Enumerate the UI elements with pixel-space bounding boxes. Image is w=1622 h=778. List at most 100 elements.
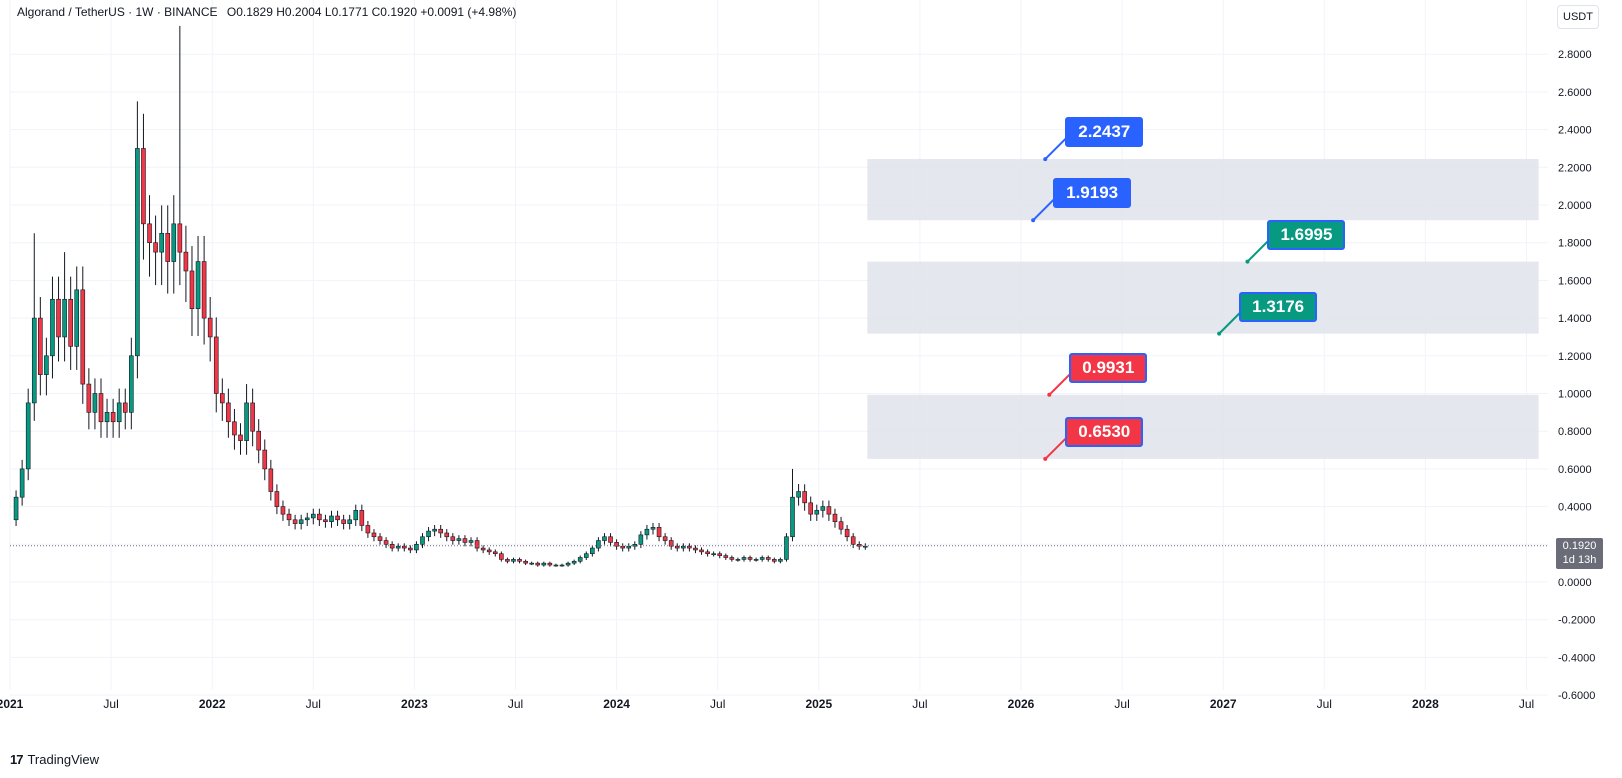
callout-pointer <box>1246 238 1271 263</box>
candle <box>317 508 322 527</box>
candle <box>335 510 340 527</box>
candle-body <box>784 536 789 560</box>
candle <box>62 252 67 362</box>
target-zone-2 <box>867 261 1539 334</box>
candle <box>826 500 832 521</box>
callout-pointer <box>1048 372 1073 396</box>
candle-body <box>820 506 826 511</box>
candle <box>796 483 801 506</box>
candle <box>711 551 716 557</box>
candle-body <box>838 521 844 530</box>
candle <box>195 235 201 337</box>
candle-body <box>116 402 122 423</box>
candle-body <box>523 560 528 564</box>
candle <box>244 384 249 455</box>
x-tick-label: 2027 <box>1210 697 1237 711</box>
candle-body <box>86 383 92 413</box>
candle-body <box>450 536 456 541</box>
candle-body <box>389 543 395 549</box>
candle-body <box>608 536 613 543</box>
candle <box>323 514 328 528</box>
candle <box>238 423 243 455</box>
candle <box>480 545 486 554</box>
candle-body <box>844 528 850 538</box>
candle-body <box>499 553 504 560</box>
candle-body <box>395 545 401 549</box>
candle <box>517 557 522 564</box>
x-tick-label: 2026 <box>1008 697 1035 711</box>
candle <box>693 545 698 554</box>
candle-body <box>814 510 820 515</box>
candle <box>341 514 346 530</box>
candle-body <box>135 148 140 357</box>
candle <box>401 543 407 552</box>
target-zone-1 <box>867 159 1539 221</box>
candle <box>201 235 207 345</box>
price-callout[interactable]: 1.9193 <box>1053 178 1132 209</box>
candle-body <box>747 557 753 560</box>
candle-body <box>177 223 183 253</box>
candle <box>790 468 795 542</box>
candle-body <box>262 449 268 470</box>
candle <box>577 555 583 564</box>
tradingview-brand[interactable]: 17 TradingView <box>10 752 99 767</box>
candle-body <box>244 402 249 441</box>
candle-body <box>153 242 158 253</box>
callout-anchor <box>1217 331 1222 336</box>
price-callout[interactable]: 1.3176 <box>1239 291 1318 322</box>
candle-body <box>759 557 765 560</box>
candle-body <box>602 536 607 541</box>
candle-body <box>213 336 219 394</box>
candle-body <box>365 525 371 534</box>
price-callout[interactable]: 2.2437 <box>1065 117 1144 148</box>
candle <box>602 533 607 545</box>
candles <box>13 25 868 567</box>
price-callout[interactable]: 0.9931 <box>1069 352 1148 383</box>
candle <box>699 547 704 555</box>
callout-anchor <box>1031 218 1036 223</box>
candle-body <box>298 519 304 524</box>
callout-pointer <box>1218 310 1242 335</box>
candle <box>820 500 826 518</box>
candle <box>614 539 619 550</box>
candle <box>304 512 310 527</box>
candle <box>207 296 213 362</box>
candle <box>159 205 164 286</box>
candle-body <box>772 559 777 562</box>
candle-body <box>341 519 346 524</box>
y-tick-label: 2.0000 <box>1558 200 1592 212</box>
candle-body <box>826 506 832 515</box>
candle-body <box>468 540 474 543</box>
candle <box>408 545 413 554</box>
candle-body <box>620 545 625 549</box>
ohlc-values: O0.1829 H0.2004 L0.1771 C0.1920 +0.0091 … <box>226 5 517 19</box>
candle-body <box>62 298 67 338</box>
candle <box>462 535 468 547</box>
candle <box>450 533 456 545</box>
candle-body <box>274 491 280 507</box>
candle-body <box>553 564 559 567</box>
candle <box>262 439 268 481</box>
candle <box>274 484 280 515</box>
y-tick-label: 1.4000 <box>1558 313 1592 325</box>
candle <box>171 195 177 294</box>
candle-body <box>565 562 571 566</box>
candle <box>414 541 419 554</box>
candle-body <box>753 559 759 561</box>
candle-body <box>226 402 231 423</box>
candle <box>808 496 814 521</box>
candle <box>535 561 541 567</box>
candle <box>347 514 352 530</box>
y-tick-label: 1.0000 <box>1558 389 1592 401</box>
candle-body <box>808 502 814 515</box>
y-tick-label: 0.6000 <box>1558 464 1592 476</box>
candle <box>365 520 371 538</box>
currency-selector[interactable]: USDT <box>1557 5 1599 29</box>
price-callout[interactable]: 0.6530 <box>1065 416 1144 447</box>
x-tick-label: Jul <box>1519 697 1534 711</box>
candle-body <box>80 289 86 385</box>
candle-body <box>832 513 838 522</box>
price-callout[interactable]: 1.6995 <box>1267 219 1346 250</box>
candle-body <box>492 551 498 555</box>
